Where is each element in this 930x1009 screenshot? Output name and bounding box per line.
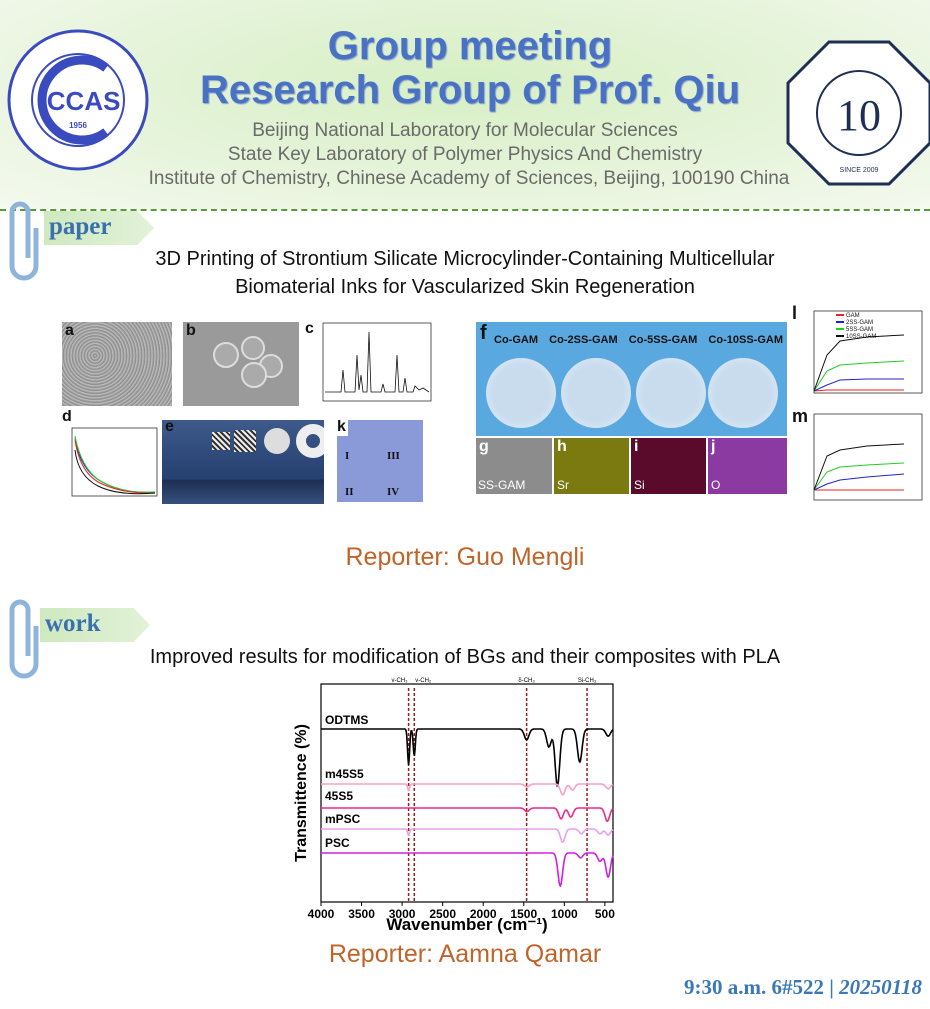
figure-panel-m: m: [792, 408, 927, 512]
dish-label: Co-5SS-GAM: [628, 334, 698, 346]
band-label: v-CH₃: [391, 678, 408, 684]
series-label: ODTMS: [325, 713, 368, 727]
time-room: 9:30 a.m. 6#522 |: [684, 975, 834, 999]
figure-panel-d: d: [62, 410, 162, 502]
ftir-chart: 4000 3500 3000 2500 2000 1500 1000 500 v-CH₃ v-CH…: [293, 678, 615, 934]
dish-label: Co-10SS-GAM: [708, 334, 783, 346]
series-label: 45S5: [325, 789, 353, 803]
y-axis-label: Transmittence (%): [293, 724, 310, 862]
legend-item: 10SS-GAM: [846, 334, 877, 340]
paper-title-line: 3D Printing of Strontium Silicate Microc…: [155, 248, 775, 270]
figure-panel-b: b: [183, 322, 299, 406]
svg-text:10: 10: [837, 91, 881, 140]
figure-panel-c: c: [305, 320, 435, 410]
figure-panel-g: g SS-GAM: [476, 438, 552, 494]
x-tick-label: 500: [595, 907, 615, 921]
affiliation-line: Institute of Chemistry, Chinese Academy …: [148, 168, 790, 189]
legend-item: GAM: [846, 313, 860, 319]
affiliation-line: Beijing National Laboratory for Molecula…: [252, 120, 678, 141]
figure-panel-k: k I III II IV: [337, 420, 423, 502]
svg-text:ICCAS: ICCAS: [40, 86, 121, 116]
x-tick-label: 3000: [389, 907, 416, 921]
paperclip-icon: [9, 599, 39, 679]
legend-item: 2SS-GAM: [846, 320, 874, 326]
x-tick-label: 1500: [510, 907, 537, 921]
figure-panel-e: e: [162, 420, 324, 504]
paper-section-tag: paper: [44, 211, 154, 245]
group-logo: 10 SINCE 2009: [786, 40, 930, 186]
iccas-logo: ICCAS 1956: [7, 29, 149, 171]
series-line-psc: [321, 852, 614, 888]
dish-label: Co-GAM: [494, 334, 538, 346]
meeting-title: Group meeting: [327, 24, 613, 68]
figure-panel-f: f Co-GAM Co-2SS-GAM Co-5SS-GAM Co-10SS-G…: [476, 322, 787, 436]
series-line-mpsc: [321, 828, 614, 843]
series-label: PSC: [325, 836, 350, 850]
paper-title-line: Biomaterial Inks for Vascularized Skin R…: [235, 276, 695, 298]
legend-item: 5SS-GAM: [846, 327, 874, 333]
x-tick-label: 1000: [551, 907, 578, 921]
group-title: Research Group of Prof. Qiu: [199, 68, 741, 112]
series-line-45s5: [321, 807, 614, 823]
work-section-tag: work: [40, 608, 150, 642]
x-tick-label: 3500: [348, 907, 375, 921]
paperclip-icon: [9, 201, 39, 281]
dish-label: Co-2SS-GAM: [549, 334, 618, 346]
series-label: m45S5: [325, 767, 364, 781]
reporter-work: Reporter: Aamna Qamar: [328, 940, 602, 968]
affiliation-line: State Key Laboratory of Polymer Physics …: [227, 144, 703, 165]
meeting-date: 20250118: [839, 975, 922, 999]
x-tick-label: 2000: [470, 907, 497, 921]
x-tick-label: 4000: [308, 907, 335, 921]
header-banner: [0, 0, 930, 210]
dish-labels: Co-GAM Co-2SS-GAM Co-5SS-GAM Co-10SS-GAM: [494, 334, 783, 346]
band-label: Si-CH₃: [578, 678, 597, 684]
figure-panel-h: h Sr: [554, 438, 629, 494]
svg-text:1956: 1956: [69, 121, 87, 130]
figure-panel-a: a: [62, 322, 172, 406]
band-label: v-CH₂: [415, 678, 432, 684]
series-line-m45s5: [321, 783, 614, 796]
reporter-paper: Reporter: Guo Mengli: [345, 543, 585, 571]
series-label: mPSC: [325, 812, 361, 826]
x-tick-label: 2500: [429, 907, 456, 921]
divider: [0, 209, 930, 211]
svg-text:SINCE 2009: SINCE 2009: [840, 167, 879, 174]
figure-panel-i: i Si: [631, 438, 706, 494]
x-axis-label: Wavenumber (cm⁻¹): [386, 915, 547, 934]
meeting-info: 9:30 a.m. 6#522 | 20250118: [684, 975, 922, 1000]
figure-panel-l: l GAM 2SS-GAM 5SS-GAM 10SS-GAM: [792, 305, 927, 405]
work-title: Improved results for modification of BGs…: [149, 646, 781, 668]
series-line-odtms: [321, 728, 614, 788]
band-label: δ-CH₃: [518, 678, 535, 684]
release-legend: GAM 2SS-GAM 5SS-GAM 10SS-GAM: [836, 313, 876, 341]
